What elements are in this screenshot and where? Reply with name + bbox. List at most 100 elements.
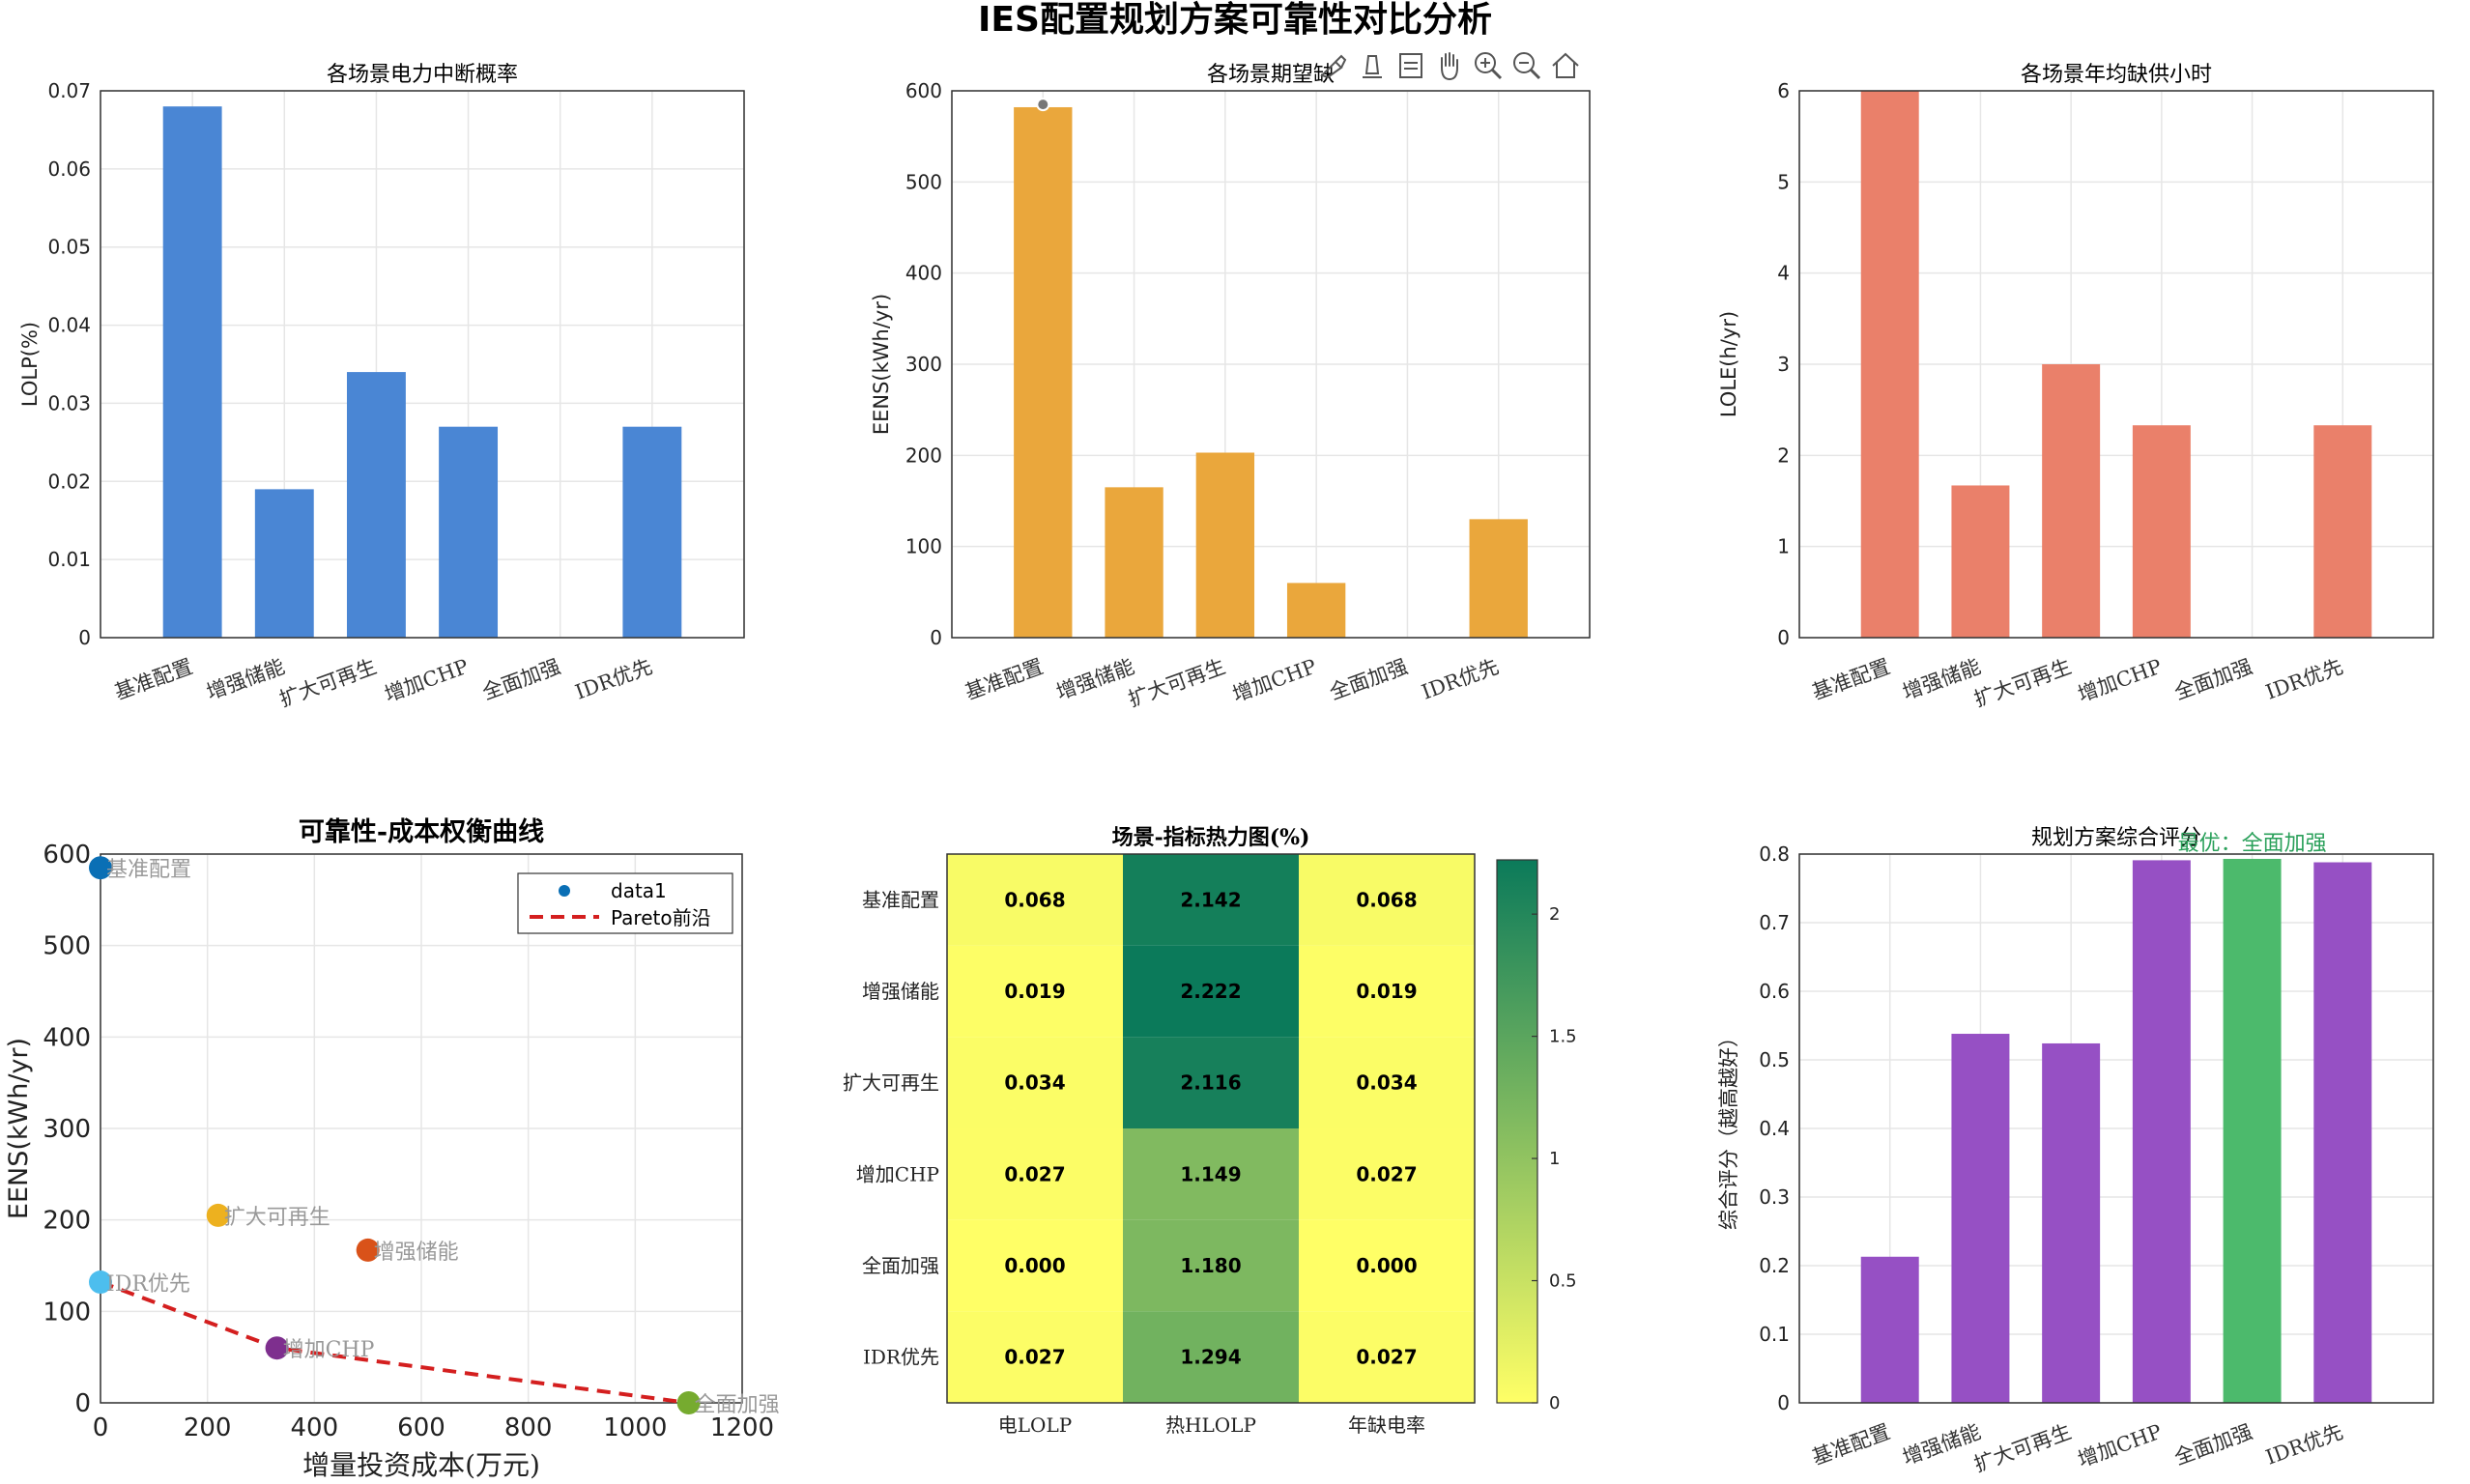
- cell-value: 2.116: [1180, 1071, 1241, 1095]
- pan-icon[interactable]: [1432, 48, 1467, 83]
- bar-扩大可再生: [1195, 452, 1255, 638]
- bar-增加CHP: [2132, 860, 2191, 1403]
- y-tick-label: 0: [74, 1389, 91, 1418]
- scatter-point: [89, 856, 112, 880]
- y-axis-label: EENS(kWh/yr): [870, 294, 893, 435]
- x-tick-label: 1000: [603, 1413, 667, 1442]
- scatter-point: [89, 1270, 112, 1295]
- bar-基准配置: [1014, 106, 1073, 639]
- y-tick-label: 0.3: [1759, 1185, 1790, 1209]
- row-label: 基准配置: [862, 888, 939, 911]
- x-tick-label: 200: [184, 1413, 232, 1442]
- best-annotation: 最优：全面加强: [2178, 832, 2327, 856]
- cell-value: 0.027: [1356, 1346, 1417, 1369]
- x-tick-label: 增加CHP: [382, 655, 472, 707]
- figure-title: IES配置规划方案可靠性对比分析: [978, 0, 1492, 40]
- y-tick-label: 0: [1777, 1391, 1790, 1414]
- cell-value: 0.027: [1004, 1346, 1065, 1369]
- axes-frame: [1798, 853, 2434, 1404]
- point-label: 基准配置: [106, 858, 191, 882]
- chart-title: 场景-指标热力图(%): [1112, 825, 1310, 850]
- y-axis-label: EENS(kWh/yr): [4, 1038, 34, 1219]
- cell-value: 1.180: [1180, 1254, 1241, 1277]
- y-tick-label: 3: [1777, 353, 1790, 376]
- cell-value: 2.222: [1180, 980, 1241, 1003]
- zoom-out-icon[interactable]: [1509, 48, 1544, 83]
- x-tick-label: 增强储能: [1053, 655, 1137, 704]
- cell-value: 0.000: [1356, 1254, 1417, 1277]
- chart-lolp: 0 0.01 0.02 0.03 0.04 0.05 0.06 0.07 基准配置 增强储能扩大可…: [18, 63, 745, 711]
- y-tick-label: 500: [43, 932, 91, 961]
- column-label: 热HLOLP: [1165, 1413, 1256, 1437]
- x-tick-label: 增加CHP: [1229, 655, 1319, 707]
- legend-marker-data1: [559, 885, 570, 897]
- data-tips-icon[interactable]: [1355, 48, 1390, 83]
- heatmap-cell: [1299, 1219, 1475, 1312]
- heatmap-cell: [947, 945, 1123, 1038]
- heatmap-cell: [1299, 1037, 1475, 1128]
- home-icon[interactable]: [1548, 48, 1583, 83]
- y-tick-label: 0.07: [47, 79, 91, 102]
- x-tick-label: 增强储能: [1900, 1420, 1984, 1470]
- bar-扩大可再生: [2042, 364, 2101, 638]
- y-tick-label: 100: [43, 1298, 91, 1327]
- heatmap-cell: [1299, 945, 1475, 1038]
- y-axis-label: 综合评分（越高越好）: [1717, 1027, 1740, 1230]
- axes-toolbar: [1316, 48, 1596, 87]
- heatmap-cell: [1123, 945, 1299, 1038]
- bar-扩大可再生: [2042, 1042, 2101, 1403]
- point-label: 全面加强: [695, 1393, 780, 1417]
- x-tick-label: 增强储能: [1900, 655, 1984, 704]
- chart-title: 各场景电力中断概率: [327, 63, 518, 87]
- y-tick-label: 400: [905, 262, 942, 285]
- cell-value: 0.068: [1356, 888, 1417, 911]
- heatmap-cell: [947, 1128, 1123, 1220]
- legend-icon[interactable]: [1393, 48, 1428, 83]
- bar-增强储能: [1951, 1034, 2010, 1403]
- cell-value: 1.294: [1180, 1346, 1241, 1369]
- row-label: 增强储能: [862, 980, 939, 1003]
- colorbar-tick-label: 1.5: [1549, 1027, 1577, 1047]
- y-tick-label: 2: [1777, 443, 1790, 467]
- brush-icon[interactable]: [1316, 48, 1351, 83]
- chart-title: 各场景年均缺供小时: [2021, 63, 2212, 87]
- chart-heatmap: 0.068 2.142 0.068 0.019 2.222 0.019 0.034 2.116…: [843, 825, 1577, 1437]
- scatter-point: [265, 1336, 289, 1360]
- colorbar-tick-label: 2: [1549, 904, 1560, 925]
- heatmap-cell: [947, 1311, 1123, 1403]
- y-tick-label: 200: [43, 1207, 91, 1236]
- cell-value: 2.142: [1180, 888, 1241, 911]
- y-tick-label: 0.4: [1759, 1117, 1790, 1140]
- cell-value: 0.019: [1356, 980, 1417, 1003]
- colorbar-tick-label: 0: [1549, 1393, 1560, 1413]
- x-tick-label: IDR优先: [572, 655, 655, 704]
- x-tick-label: 基准配置: [1809, 655, 1893, 704]
- x-tick-label: 基准配置: [1809, 1420, 1893, 1470]
- point-label: IDR优先: [106, 1272, 190, 1297]
- y-tick-label: 100: [905, 535, 942, 558]
- bar-扩大可再生: [346, 372, 406, 638]
- legend: [517, 872, 733, 934]
- y-tick-label: 500: [905, 170, 942, 193]
- x-axis-label: 增量投资成本(万元): [302, 1449, 540, 1481]
- row-label: 扩大可再生: [843, 1071, 939, 1095]
- axes-frame: [100, 90, 745, 639]
- x-tick-label: 基准配置: [111, 655, 195, 704]
- x-tick-label: 增加CHP: [2075, 1420, 2165, 1472]
- y-tick-label: 600: [43, 841, 91, 870]
- y-tick-label: 1: [1777, 535, 1790, 558]
- heatmap-cell: [947, 1037, 1123, 1128]
- bar-基准配置: [162, 106, 222, 638]
- y-tick-label: 400: [43, 1023, 91, 1052]
- scatter-point: [356, 1238, 380, 1262]
- axes-frame: [951, 90, 1591, 639]
- column-label: 年缺电率: [1348, 1413, 1425, 1437]
- heatmap-cell: [1123, 1219, 1299, 1312]
- legend-label: data1: [611, 879, 667, 902]
- cell-value: 0.034: [1004, 1071, 1065, 1095]
- zoom-in-icon[interactable]: [1471, 48, 1506, 83]
- axes-frame: [1798, 90, 2434, 639]
